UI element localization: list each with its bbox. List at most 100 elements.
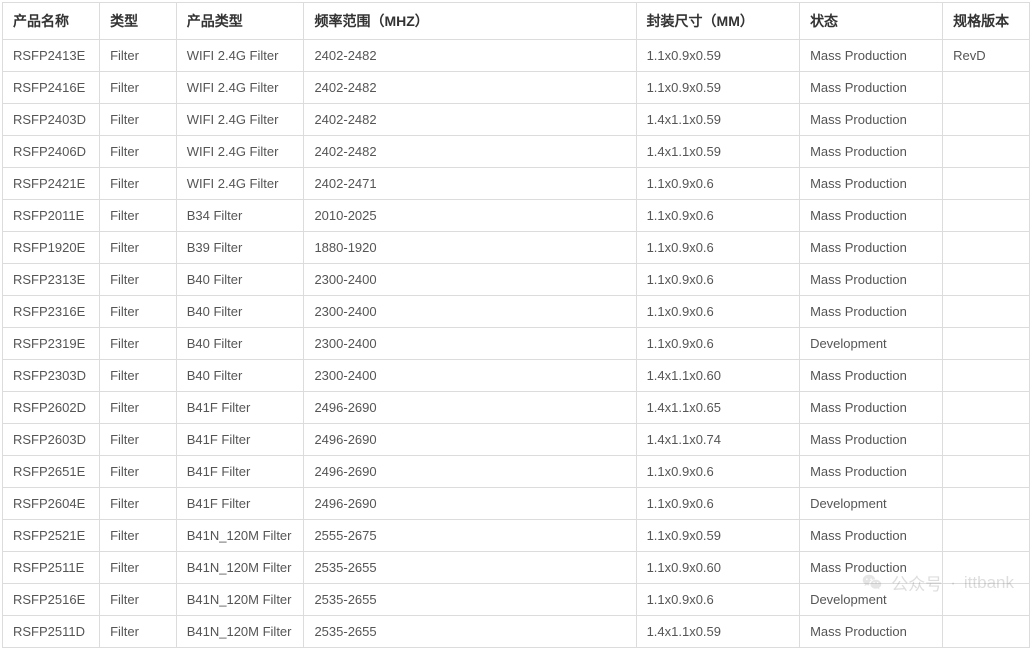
table-cell: 2535-2655 (304, 552, 636, 584)
col-header-package-size: 封装尺寸（MM） (636, 3, 800, 40)
table-cell: Mass Production (800, 296, 943, 328)
table-cell: Filter (100, 296, 177, 328)
table-cell (943, 264, 1030, 296)
table-cell (943, 136, 1030, 168)
table-cell: 2535-2655 (304, 584, 636, 616)
table-cell: Mass Production (800, 168, 943, 200)
table-cell: Mass Production (800, 360, 943, 392)
table-cell: Filter (100, 232, 177, 264)
col-header-freq-range: 频率范围（MHZ） (304, 3, 636, 40)
table-cell: B41N_120M Filter (176, 520, 304, 552)
table-cell (943, 424, 1030, 456)
table-cell: Filter (100, 104, 177, 136)
table-cell: WIFI 2.4G Filter (176, 136, 304, 168)
table-cell (943, 392, 1030, 424)
table-cell: 2496-2690 (304, 488, 636, 520)
table-cell: 1880-1920 (304, 232, 636, 264)
table-cell (943, 168, 1030, 200)
table-cell: B40 Filter (176, 296, 304, 328)
table-cell: Mass Production (800, 264, 943, 296)
table-cell (943, 200, 1030, 232)
table-row: RSFP2602DFilterB41F Filter2496-26901.4x1… (3, 392, 1030, 424)
table-cell: B41F Filter (176, 392, 304, 424)
table-row: RSFP2516EFilterB41N_120M Filter2535-2655… (3, 584, 1030, 616)
table-cell (943, 584, 1030, 616)
table-cell: Mass Production (800, 520, 943, 552)
table-cell: 2535-2655 (304, 616, 636, 648)
table-cell: RSFP2521E (3, 520, 100, 552)
table-row: RSFP2511EFilterB41N_120M Filter2535-2655… (3, 552, 1030, 584)
table-cell: RSFP2511E (3, 552, 100, 584)
table-cell (943, 520, 1030, 552)
table-cell: WIFI 2.4G Filter (176, 72, 304, 104)
table-cell: Filter (100, 552, 177, 584)
table-cell: RSFP2406D (3, 136, 100, 168)
table-cell: Mass Production (800, 72, 943, 104)
table-cell: 2555-2675 (304, 520, 636, 552)
table-cell: 1.4x1.1x0.65 (636, 392, 800, 424)
table-cell: Filter (100, 584, 177, 616)
col-header-product-type: 产品类型 (176, 3, 304, 40)
table-cell: 2402-2482 (304, 136, 636, 168)
table-cell: 1.1x0.9x0.6 (636, 456, 800, 488)
table-row: RSFP2406DFilterWIFI 2.4G Filter2402-2482… (3, 136, 1030, 168)
table-cell: RSFP2316E (3, 296, 100, 328)
table-row: RSFP2651EFilterB41F Filter2496-26901.1x0… (3, 456, 1030, 488)
table-cell: 1.1x0.9x0.6 (636, 200, 800, 232)
table-cell: Filter (100, 40, 177, 72)
table-cell: B41N_120M Filter (176, 584, 304, 616)
table-row: RSFP2421EFilterWIFI 2.4G Filter2402-2471… (3, 168, 1030, 200)
table-cell (943, 552, 1030, 584)
table-cell: Mass Production (800, 232, 943, 264)
table-cell (943, 104, 1030, 136)
product-table: 产品名称 类型 产品类型 频率范围（MHZ） 封装尺寸（MM） 状态 规格版本 … (2, 2, 1030, 648)
table-cell: WIFI 2.4G Filter (176, 168, 304, 200)
table-cell: Filter (100, 264, 177, 296)
table-cell (943, 616, 1030, 648)
table-cell: Development (800, 328, 943, 360)
table-cell: B41F Filter (176, 424, 304, 456)
table-cell: 1.1x0.9x0.59 (636, 520, 800, 552)
table-cell (943, 360, 1030, 392)
table-cell: RSFP2516E (3, 584, 100, 616)
table-row: RSFP2313EFilterB40 Filter2300-24001.1x0.… (3, 264, 1030, 296)
table-row: RSFP2413EFilterWIFI 2.4G Filter2402-2482… (3, 40, 1030, 72)
table-cell: 1.4x1.1x0.60 (636, 360, 800, 392)
table-cell: RSFP2651E (3, 456, 100, 488)
table-cell: 1.4x1.1x0.74 (636, 424, 800, 456)
table-cell: 1.1x0.9x0.60 (636, 552, 800, 584)
table-cell: WIFI 2.4G Filter (176, 104, 304, 136)
table-cell: WIFI 2.4G Filter (176, 40, 304, 72)
table-cell: B40 Filter (176, 328, 304, 360)
table-cell: 2402-2471 (304, 168, 636, 200)
table-cell: 2300-2400 (304, 296, 636, 328)
table-cell: B40 Filter (176, 264, 304, 296)
table-cell: Filter (100, 136, 177, 168)
table-cell (943, 72, 1030, 104)
table-header-row: 产品名称 类型 产品类型 频率范围（MHZ） 封装尺寸（MM） 状态 规格版本 (3, 3, 1030, 40)
col-header-product-name: 产品名称 (3, 3, 100, 40)
table-row: RSFP2319EFilterB40 Filter2300-24001.1x0.… (3, 328, 1030, 360)
table-cell: 1.4x1.1x0.59 (636, 104, 800, 136)
table-cell: Mass Production (800, 456, 943, 488)
table-cell: Mass Production (800, 40, 943, 72)
table-row: RSFP1920EFilterB39 Filter1880-19201.1x0.… (3, 232, 1030, 264)
table-cell (943, 296, 1030, 328)
table-cell (943, 232, 1030, 264)
table-cell: B41N_120M Filter (176, 552, 304, 584)
table-cell: 1.1x0.9x0.6 (636, 296, 800, 328)
table-cell: 2300-2400 (304, 328, 636, 360)
table-cell: B34 Filter (176, 200, 304, 232)
table-cell (943, 456, 1030, 488)
table-row: RSFP2416EFilterWIFI 2.4G Filter2402-2482… (3, 72, 1030, 104)
table-cell: Mass Production (800, 392, 943, 424)
table-cell: 1.1x0.9x0.6 (636, 264, 800, 296)
table-cell: 2010-2025 (304, 200, 636, 232)
table-cell: RSFP1920E (3, 232, 100, 264)
table-cell: RSFP2602D (3, 392, 100, 424)
table-cell: Filter (100, 392, 177, 424)
table-row: RSFP2316EFilterB40 Filter2300-24001.1x0.… (3, 296, 1030, 328)
table-cell: B41F Filter (176, 488, 304, 520)
table-cell: Mass Production (800, 616, 943, 648)
table-cell: RSFP2511D (3, 616, 100, 648)
